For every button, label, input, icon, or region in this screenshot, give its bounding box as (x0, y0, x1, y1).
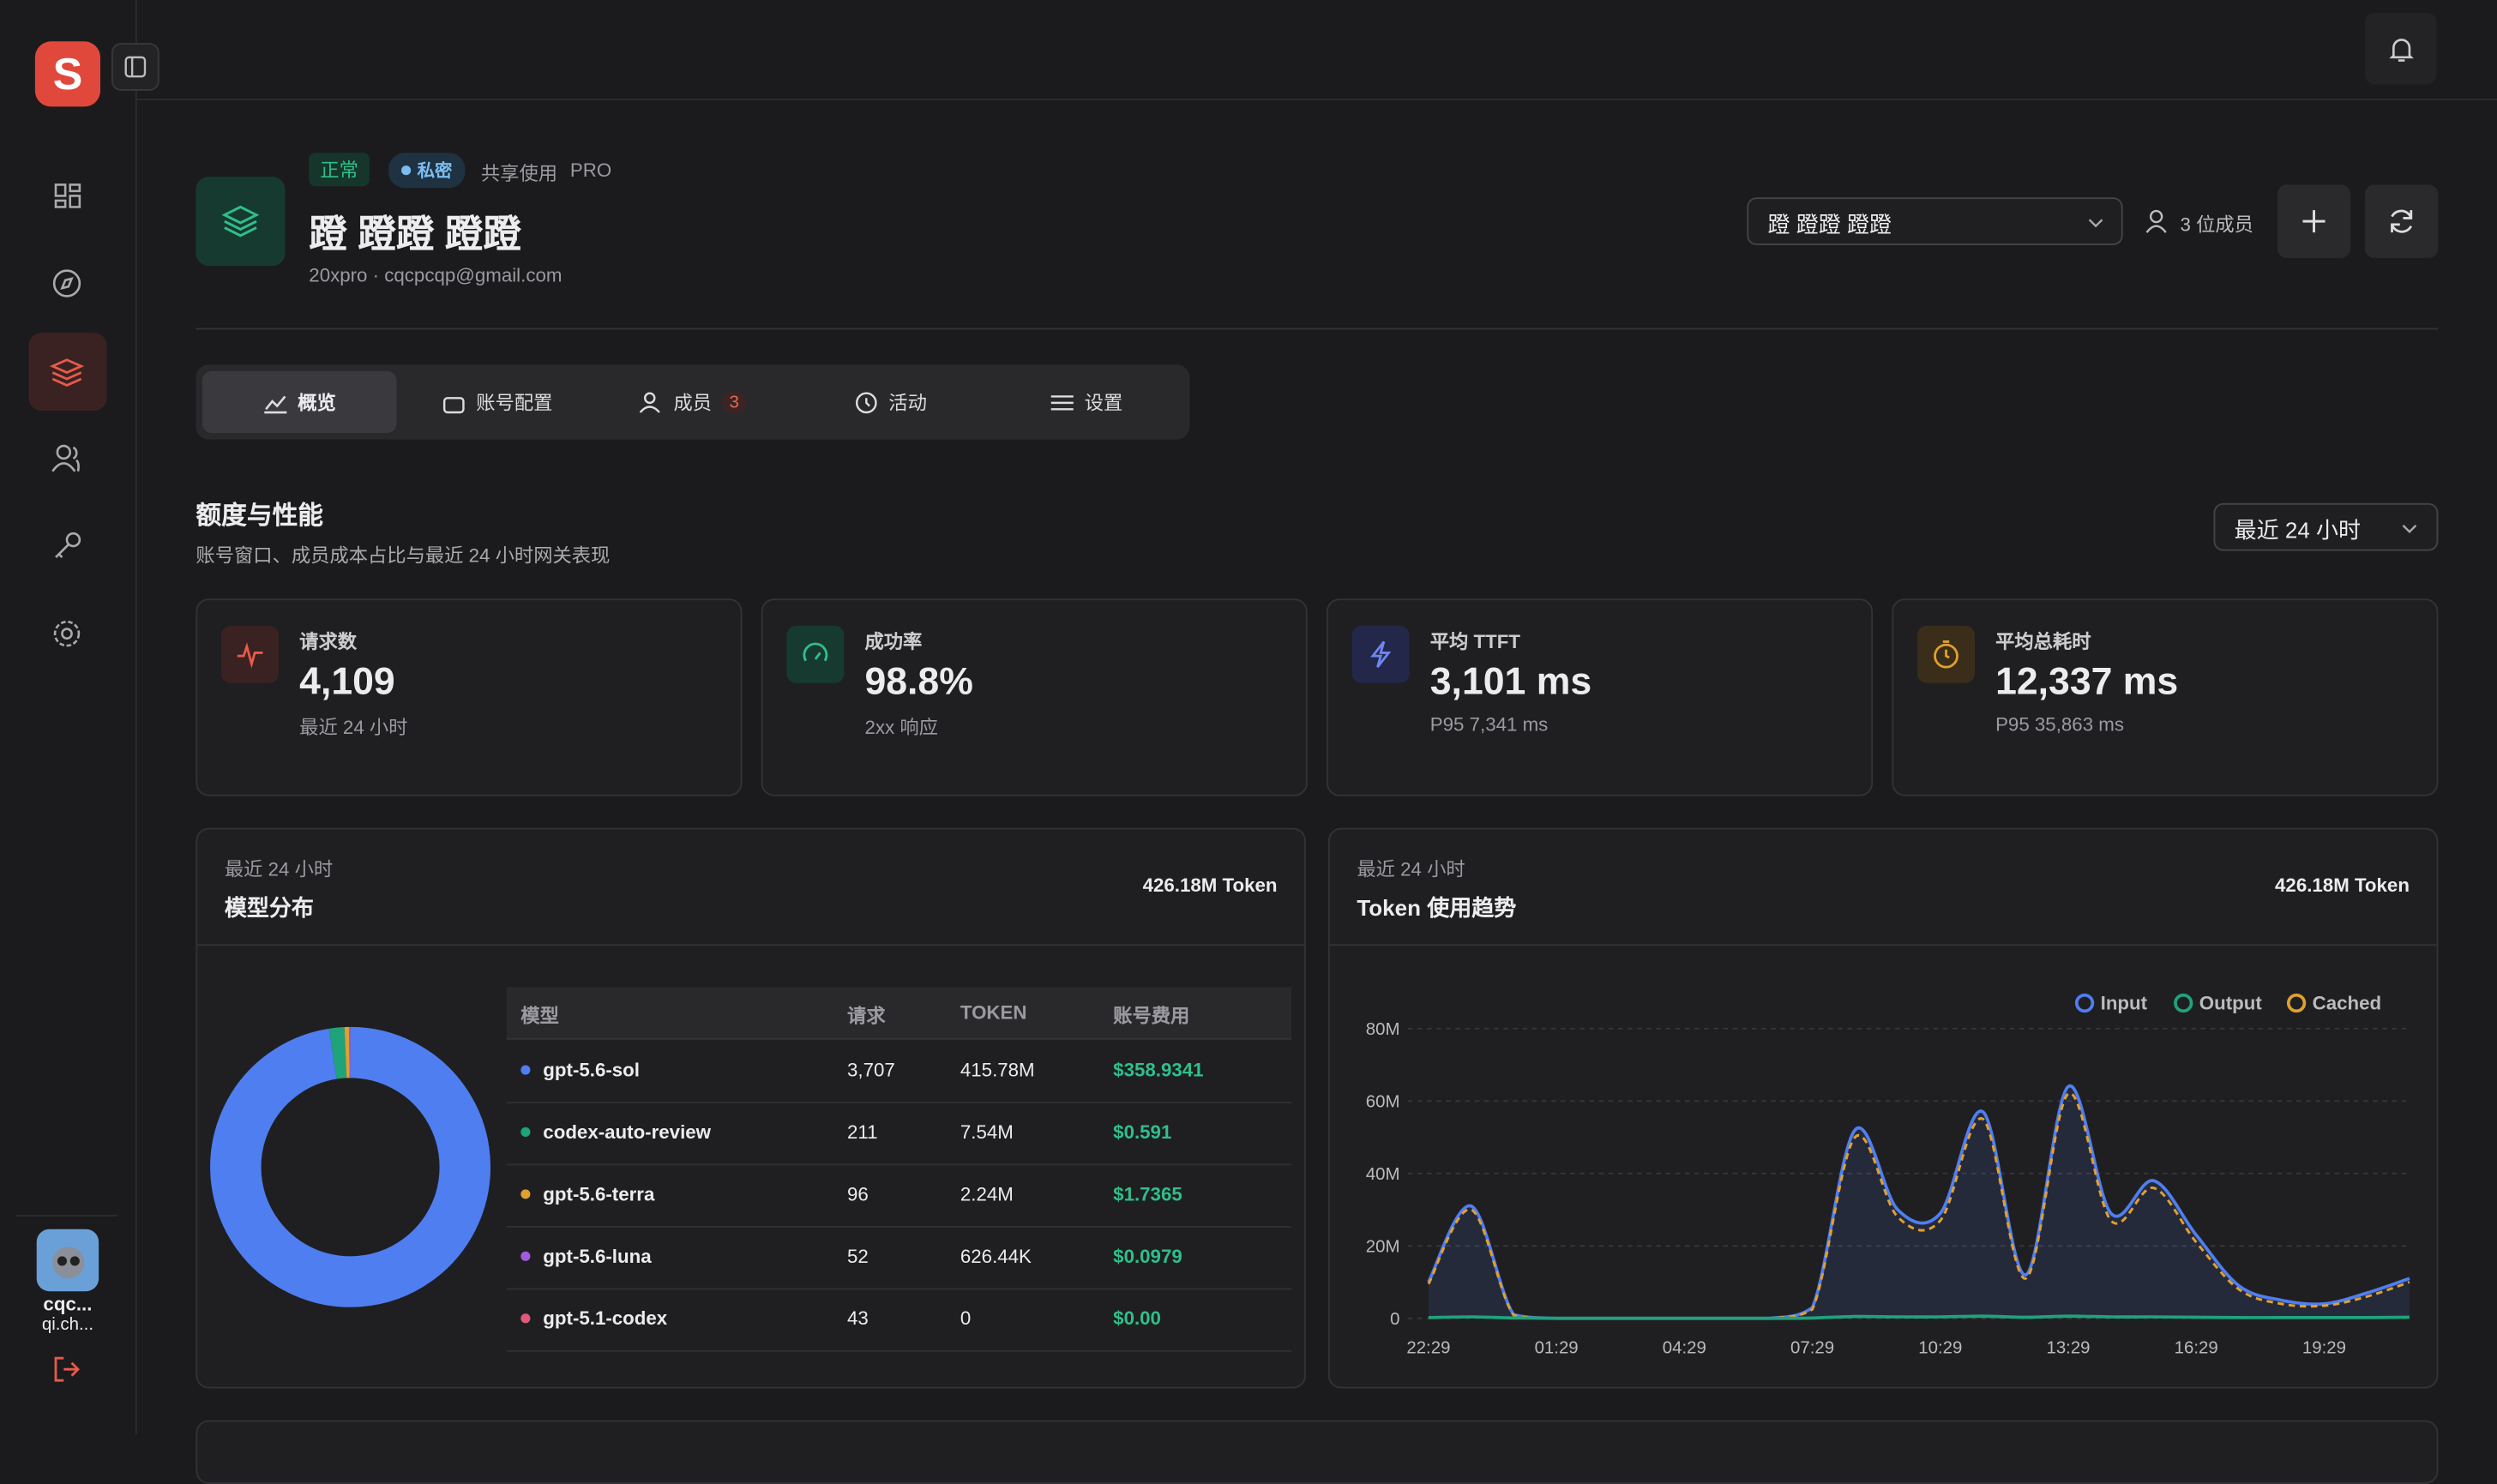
legend-swatch (2077, 995, 2093, 1012)
x-tick-label: 13:29 (2046, 1339, 2090, 1358)
x-tick-label: 01:29 (1535, 1339, 1579, 1358)
x-tick-label: 04:29 (1663, 1339, 1706, 1358)
page: Dashboard { "app": {"logo": "S", "user_n… (0, 0, 2497, 1435)
y-tick-label: 20M (1366, 1238, 1400, 1257)
x-tick-label: 07:29 (1790, 1339, 1834, 1358)
donut-slice (236, 1053, 465, 1282)
y-tick-label: 80M (1366, 1020, 1400, 1039)
legend-label: Output (2199, 992, 2263, 1013)
legend-swatch (2175, 995, 2192, 1012)
legend-swatch (2289, 995, 2305, 1012)
x-tick-label: 19:29 (2302, 1339, 2346, 1358)
series-line (1429, 1316, 2410, 1319)
app: S cqc... qi.ch... 正常 私密 共享使用 PRO 蹬 蹬蹬 蹬蹬… (0, 0, 2497, 1434)
x-tick-label: 16:29 (2175, 1339, 2218, 1358)
y-tick-label: 60M (1366, 1093, 1400, 1112)
body: S cqc... qi.ch... 正常 私密 共享使用 PRO 蹬 蹬蹬 蹬蹬… (0, 0, 2497, 1435)
donut-slice (333, 1053, 346, 1054)
legend-label: Input (2101, 992, 2148, 1013)
charts: 0 20M 40M 60M 80M 22:29 01:29 04:29 07:29 10:29 13… (0, 0, 2497, 1434)
x-tick-label: 10:29 (1918, 1339, 1962, 1358)
x-tick-label: 22:29 (1406, 1339, 1450, 1358)
y-tick-label: 40M (1366, 1165, 1400, 1184)
input-area (1429, 1086, 2410, 1319)
legend-label: Cached (2313, 992, 2381, 1013)
y-tick-label: 0 (1390, 1310, 1399, 1329)
